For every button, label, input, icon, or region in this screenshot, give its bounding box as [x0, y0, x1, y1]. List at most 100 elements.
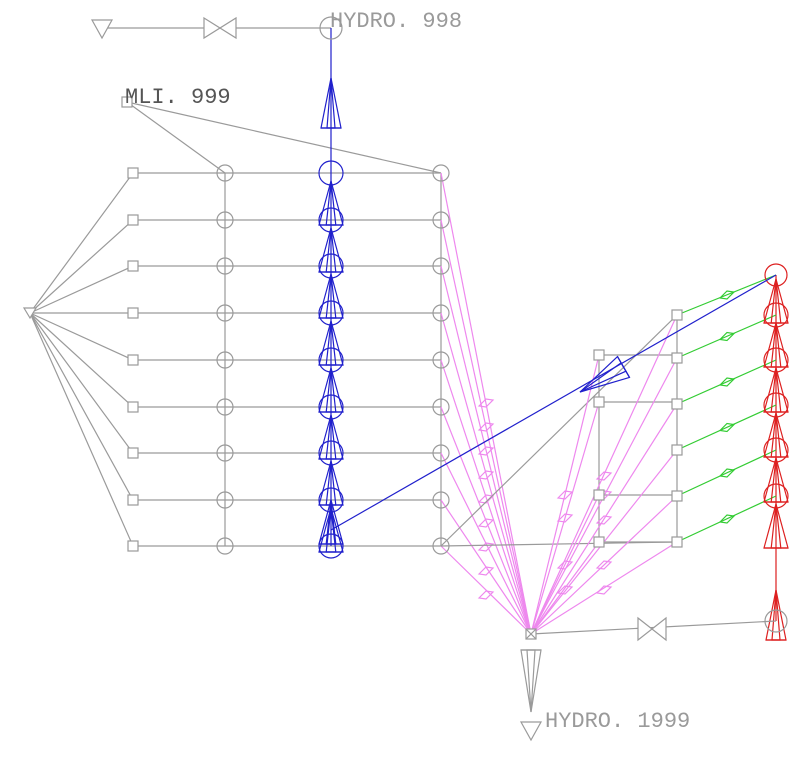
- node-square: [593, 349, 605, 361]
- node-square: [127, 494, 139, 506]
- node-square: [127, 260, 139, 272]
- link: [676, 404, 777, 451]
- node-square: [127, 447, 139, 459]
- link: [440, 172, 532, 635]
- node-square: [127, 167, 139, 179]
- flow-marker: [595, 471, 613, 481]
- link: [29, 312, 134, 361]
- flow-marker: [556, 585, 574, 595]
- link: [530, 494, 600, 635]
- node-square: [593, 396, 605, 408]
- flow-marker: [477, 518, 495, 528]
- node-circle: [432, 351, 450, 369]
- link: [440, 406, 532, 635]
- link: [676, 495, 777, 543]
- link: [29, 172, 134, 314]
- link: [530, 541, 600, 635]
- node-square: [593, 489, 605, 501]
- node-square: [671, 490, 683, 502]
- flow-marker: [477, 422, 495, 432]
- flow-marker: [718, 422, 736, 433]
- node-circle: [764, 263, 788, 287]
- link: [29, 312, 134, 547]
- node-square: [127, 307, 139, 319]
- flow-marker: [595, 560, 613, 570]
- flow-marker: [477, 398, 495, 408]
- link: [440, 314, 678, 547]
- link: [676, 314, 777, 359]
- node-square: [671, 398, 683, 410]
- link: [525, 628, 537, 640]
- link: [676, 274, 777, 316]
- node-circle: [216, 211, 234, 229]
- flow-marker: [556, 490, 574, 500]
- flow-marker: [477, 590, 495, 600]
- node-square: [593, 536, 605, 548]
- flow-marker: [595, 585, 613, 595]
- node-square: [671, 352, 683, 364]
- link: [530, 403, 678, 635]
- flow-marker: [477, 566, 495, 576]
- boundary-node: [22, 307, 38, 320]
- node-circle: [432, 398, 450, 416]
- flow-marker: [595, 515, 613, 525]
- node-label: MLI. 999: [125, 85, 231, 110]
- link: [530, 495, 678, 635]
- node-square: [671, 444, 683, 456]
- node-circle: [432, 257, 450, 275]
- link: [126, 101, 226, 174]
- node-circle: [764, 609, 788, 633]
- boundary-node: [519, 721, 543, 742]
- node-circle: [216, 304, 234, 322]
- node-circle: [216, 257, 234, 275]
- link: [440, 265, 532, 635]
- link: [126, 101, 442, 174]
- node-circle: [432, 304, 450, 322]
- valve: [203, 16, 237, 40]
- link: [676, 359, 777, 405]
- node-circle: [318, 533, 344, 559]
- flow-marker: [556, 560, 574, 570]
- node-label: HYDRO. 1999: [545, 709, 690, 734]
- flow-marker: [556, 513, 574, 523]
- node-square: [671, 309, 683, 321]
- link: [616, 356, 631, 378]
- link: [29, 265, 134, 314]
- node-circle: [216, 351, 234, 369]
- link: [440, 545, 532, 635]
- node-square: [127, 354, 139, 366]
- node-label: HYDRO. 998: [330, 9, 462, 34]
- link: [530, 541, 678, 635]
- link: [440, 359, 532, 635]
- node-circle: [432, 164, 450, 182]
- link: [440, 219, 532, 635]
- flow-marker: [718, 468, 736, 478]
- node-circle: [216, 398, 234, 416]
- node-square: [127, 214, 139, 226]
- node-square: [127, 540, 139, 552]
- link: [530, 314, 678, 635]
- node-circle: [432, 491, 450, 509]
- flow-marker: [477, 470, 495, 480]
- link: [29, 312, 134, 454]
- link: [440, 541, 678, 547]
- node-circle: [216, 444, 234, 462]
- node-square: [121, 96, 133, 108]
- link: [29, 312, 134, 501]
- link: [676, 449, 777, 497]
- flow-marker: [477, 446, 495, 456]
- flow-marker: [718, 331, 736, 342]
- valve: [637, 616, 667, 642]
- node-square: [127, 401, 139, 413]
- link: [29, 219, 134, 314]
- flow-marker: [477, 494, 495, 504]
- link: [29, 312, 134, 408]
- link: [530, 401, 600, 635]
- flow-marker: [718, 377, 736, 387]
- network: [22, 16, 789, 742]
- boundary-node: [90, 19, 114, 40]
- node-circle: [216, 537, 234, 555]
- link: [440, 312, 532, 635]
- node-circle: [432, 211, 450, 229]
